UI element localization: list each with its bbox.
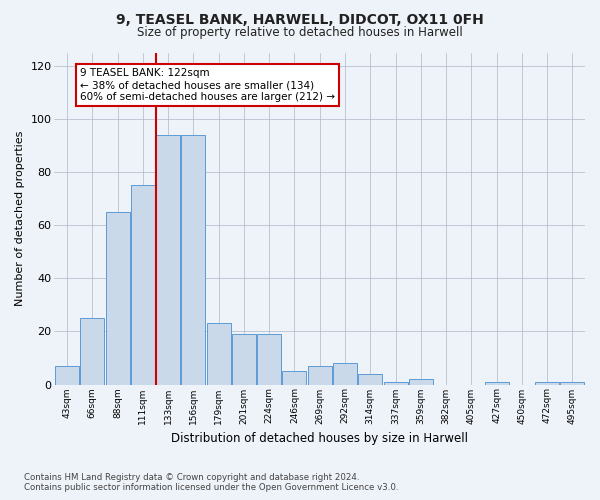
Bar	[383, 382, 407, 384]
Bar	[232, 334, 256, 384]
Text: 9, TEASEL BANK, HARWELL, DIDCOT, OX11 0FH: 9, TEASEL BANK, HARWELL, DIDCOT, OX11 0F…	[116, 12, 484, 26]
Text: Size of property relative to detached houses in Harwell: Size of property relative to detached ho…	[137, 26, 463, 39]
Bar	[308, 366, 332, 384]
Bar	[181, 135, 205, 384]
Text: Contains HM Land Registry data © Crown copyright and database right 2024.
Contai: Contains HM Land Registry data © Crown c…	[24, 473, 398, 492]
Bar	[156, 135, 180, 384]
Bar	[333, 364, 357, 384]
Bar	[409, 379, 433, 384]
Bar	[535, 382, 559, 384]
Bar	[106, 212, 130, 384]
Bar	[55, 366, 79, 384]
Text: 9 TEASEL BANK: 122sqm
← 38% of detached houses are smaller (134)
60% of semi-det: 9 TEASEL BANK: 122sqm ← 38% of detached …	[80, 68, 335, 102]
Y-axis label: Number of detached properties: Number of detached properties	[15, 131, 25, 306]
Bar	[80, 318, 104, 384]
Bar	[131, 186, 155, 384]
Bar	[485, 382, 509, 384]
X-axis label: Distribution of detached houses by size in Harwell: Distribution of detached houses by size …	[171, 432, 468, 445]
Bar	[283, 371, 307, 384]
Bar	[560, 382, 584, 384]
Bar	[257, 334, 281, 384]
Bar	[206, 324, 230, 384]
Bar	[358, 374, 382, 384]
